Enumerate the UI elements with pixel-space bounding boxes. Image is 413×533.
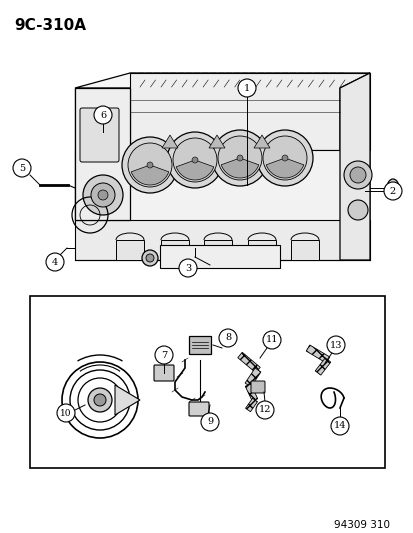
- Circle shape: [347, 200, 367, 220]
- Polygon shape: [75, 220, 369, 260]
- Polygon shape: [75, 88, 130, 220]
- Circle shape: [154, 346, 173, 364]
- Polygon shape: [115, 385, 140, 415]
- Circle shape: [98, 190, 108, 200]
- Circle shape: [192, 157, 197, 163]
- Polygon shape: [245, 398, 257, 411]
- Polygon shape: [75, 88, 130, 220]
- Circle shape: [330, 417, 348, 435]
- Polygon shape: [161, 240, 189, 260]
- Circle shape: [255, 401, 273, 419]
- Circle shape: [256, 130, 312, 186]
- Circle shape: [94, 394, 106, 406]
- Text: 3: 3: [185, 263, 191, 272]
- Circle shape: [383, 182, 401, 200]
- Text: 6: 6: [100, 110, 106, 119]
- Circle shape: [88, 388, 112, 412]
- Polygon shape: [306, 345, 329, 363]
- Text: 10: 10: [60, 408, 71, 417]
- Circle shape: [91, 183, 115, 207]
- Circle shape: [236, 155, 242, 161]
- Wedge shape: [131, 165, 169, 185]
- Circle shape: [262, 331, 280, 349]
- Circle shape: [218, 329, 236, 347]
- Text: 9: 9: [206, 417, 213, 426]
- Text: 2: 2: [389, 187, 395, 196]
- Text: 9C-310A: 9C-310A: [14, 18, 86, 33]
- Wedge shape: [221, 158, 258, 178]
- FancyBboxPatch shape: [80, 108, 119, 162]
- FancyBboxPatch shape: [154, 365, 173, 381]
- Polygon shape: [161, 135, 178, 148]
- FancyBboxPatch shape: [189, 402, 209, 416]
- Text: 8: 8: [224, 334, 230, 343]
- Text: 1: 1: [243, 84, 249, 93]
- Circle shape: [178, 259, 197, 277]
- Polygon shape: [244, 384, 257, 401]
- Polygon shape: [254, 135, 269, 148]
- Polygon shape: [159, 245, 279, 268]
- Bar: [30, 296, 384, 468]
- Text: 4: 4: [52, 257, 58, 266]
- Circle shape: [147, 162, 153, 168]
- Polygon shape: [339, 73, 369, 220]
- Circle shape: [13, 159, 31, 177]
- FancyBboxPatch shape: [189, 336, 211, 354]
- Circle shape: [122, 137, 178, 193]
- Circle shape: [218, 136, 261, 180]
- Polygon shape: [116, 240, 144, 260]
- Circle shape: [94, 106, 112, 124]
- Circle shape: [262, 136, 306, 180]
- Circle shape: [211, 130, 267, 186]
- Polygon shape: [130, 73, 369, 150]
- Ellipse shape: [386, 179, 398, 197]
- Circle shape: [128, 143, 171, 187]
- Circle shape: [201, 413, 218, 431]
- Circle shape: [326, 336, 344, 354]
- Circle shape: [142, 250, 158, 266]
- Polygon shape: [209, 135, 224, 148]
- Circle shape: [281, 155, 287, 161]
- Wedge shape: [176, 160, 213, 180]
- Polygon shape: [247, 240, 275, 260]
- Polygon shape: [244, 368, 260, 387]
- Circle shape: [57, 404, 75, 422]
- Circle shape: [173, 138, 216, 182]
- Polygon shape: [290, 240, 318, 260]
- Text: 12: 12: [258, 406, 271, 415]
- Polygon shape: [339, 73, 369, 260]
- Polygon shape: [237, 352, 260, 373]
- Polygon shape: [75, 73, 369, 88]
- Circle shape: [166, 132, 223, 188]
- Text: 11: 11: [265, 335, 278, 344]
- Circle shape: [146, 254, 154, 262]
- Polygon shape: [204, 240, 231, 260]
- Text: 5: 5: [19, 164, 25, 173]
- Polygon shape: [314, 358, 330, 375]
- Text: 14: 14: [333, 422, 345, 431]
- Circle shape: [237, 79, 255, 97]
- Polygon shape: [75, 150, 339, 225]
- Wedge shape: [266, 158, 303, 178]
- Text: 7: 7: [161, 351, 167, 359]
- Circle shape: [83, 175, 123, 215]
- Text: 94309 310: 94309 310: [333, 520, 389, 530]
- FancyBboxPatch shape: [250, 381, 264, 393]
- Circle shape: [343, 161, 371, 189]
- Circle shape: [349, 167, 365, 183]
- Text: 13: 13: [329, 341, 342, 350]
- Circle shape: [46, 253, 64, 271]
